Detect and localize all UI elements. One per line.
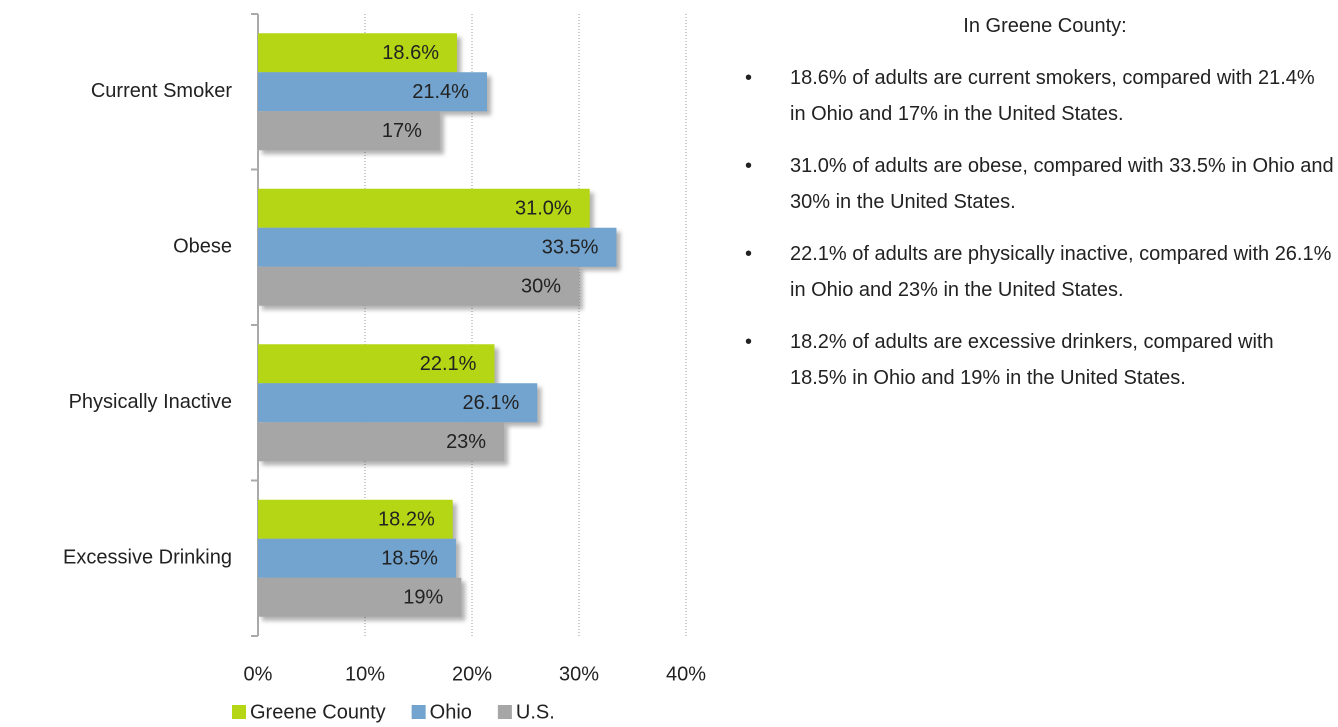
legend-swatch xyxy=(411,705,426,719)
value-label: 26.1% xyxy=(463,392,520,414)
value-label: 21.4% xyxy=(412,81,469,103)
x-tick-label: 20% xyxy=(452,663,492,685)
bar xyxy=(258,33,458,73)
chart: 0% 10% 20% 30% 40% Current Smoker 18.6% 21.4% 17… xyxy=(63,13,706,723)
bar xyxy=(258,383,538,423)
bar xyxy=(258,577,462,617)
value-label: 22.1% xyxy=(420,353,477,375)
legend-swatch xyxy=(232,705,246,719)
y-tick-label: Current Smoker xyxy=(91,80,232,102)
legend-label: U.S. xyxy=(516,701,555,723)
bar xyxy=(258,344,495,384)
y-tick-label: Excessive Drinking xyxy=(63,547,232,569)
value-label: 33.5% xyxy=(542,237,599,259)
y-tick-label: Obese xyxy=(173,236,232,258)
value-label: 18.5% xyxy=(381,548,438,570)
bullet: 18.2% of adults are excessive drinkers, … xyxy=(745,324,1335,396)
bullet: 22.1% of adults are physically inactive,… xyxy=(745,236,1335,308)
value-label: 31.0% xyxy=(515,198,572,220)
x-tick-label: 0% xyxy=(244,663,273,685)
legend-swatch xyxy=(497,705,512,719)
bullet-list: 18.6% of adults are current smokers, com… xyxy=(745,60,1335,396)
value-label: 17% xyxy=(382,120,422,142)
bar xyxy=(258,188,590,228)
bullet: 18.6% of adults are current smokers, com… xyxy=(745,60,1335,132)
sidebar: In Greene County: 18.6% of adults are cu… xyxy=(745,8,1335,412)
x-tick-label: 30% xyxy=(559,663,599,685)
bar xyxy=(258,538,456,578)
bar xyxy=(258,266,579,306)
legend-label: Ohio xyxy=(430,701,472,723)
bar xyxy=(258,72,487,112)
legend-label: Greene County xyxy=(250,701,386,723)
value-label: 30% xyxy=(521,276,561,298)
bar xyxy=(258,227,617,267)
value-label: 18.6% xyxy=(382,42,439,64)
value-label: 18.2% xyxy=(378,509,435,531)
bullet: 31.0% of adults are obese, compared with… xyxy=(745,148,1335,220)
bar xyxy=(258,499,453,539)
x-tick-label: 40% xyxy=(666,663,706,685)
x-tick-label: 10% xyxy=(345,663,385,685)
value-label: 23% xyxy=(446,431,486,453)
sidebar-heading: In Greene County: xyxy=(963,15,1127,37)
y-tick-label: Physically Inactive xyxy=(69,391,232,413)
bar xyxy=(258,111,440,151)
value-label: 19% xyxy=(403,587,443,609)
bar xyxy=(258,422,505,462)
